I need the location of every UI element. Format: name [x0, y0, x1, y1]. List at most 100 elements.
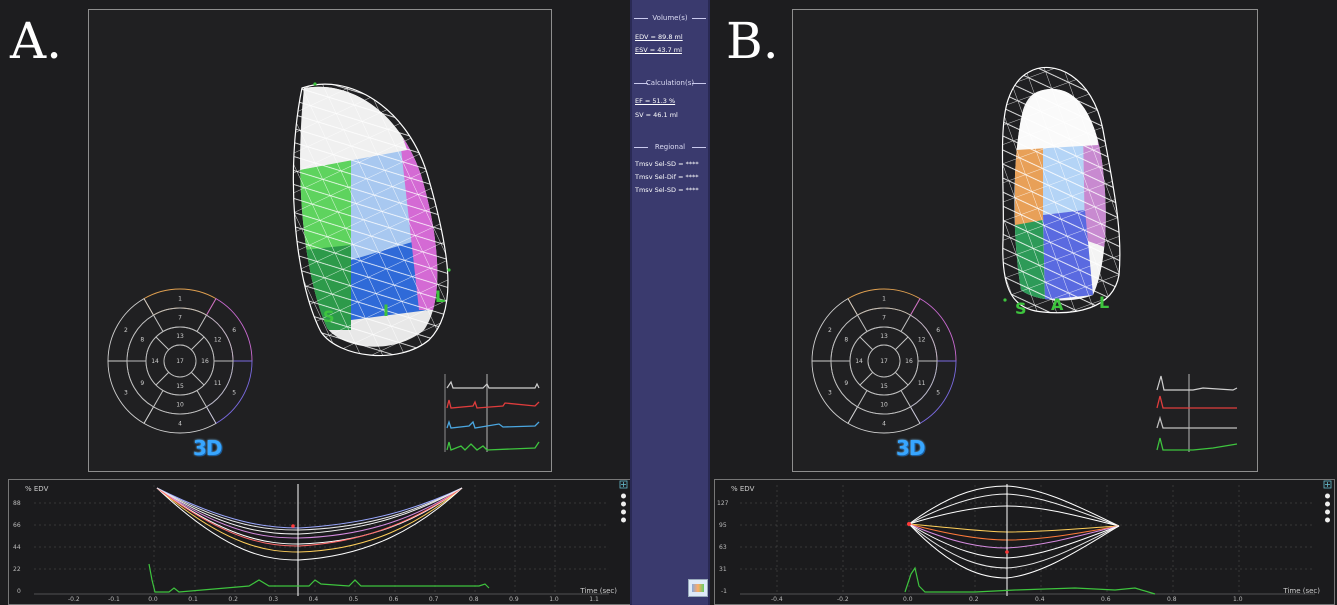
bullseye-outer-segment[interactable]	[909, 360, 957, 424]
graph-xtick: -0.4	[771, 596, 783, 603]
graph-a-xlabel: Time (sec)	[580, 587, 617, 595]
bullseye-apex-segment[interactable]	[867, 344, 901, 378]
graph-xtick: 0.5	[348, 596, 359, 603]
panel-b-volume-graph[interactable]: % EDV Time (sec) 127 95 63 31 -1	[714, 479, 1335, 605]
graph-b-ytick: 95	[719, 522, 727, 529]
bullseye-segment-label: 7	[178, 315, 182, 322]
panel-a-3d-badge: 3D	[193, 436, 223, 460]
graph-b-xlabel: Time (sec)	[1283, 587, 1320, 595]
graph-a-ytick: 44	[13, 544, 21, 551]
graph-xtick: 1.1	[589, 596, 599, 603]
lv-label-i: I	[383, 301, 389, 320]
panel-b-3d-badge: 3D	[896, 436, 926, 460]
bullseye-outer-segment[interactable]	[205, 360, 253, 424]
graph-xtick: 0.2	[969, 596, 979, 603]
bullseye-outer-segment[interactable]	[107, 360, 155, 424]
bullseye-segment-label: 16	[905, 358, 913, 365]
lv-label-l: L	[1099, 293, 1109, 312]
volumes-section-title: Volume(s)	[632, 14, 708, 22]
bullseye-outer-segment[interactable]	[205, 298, 253, 362]
regional-value-2: Tmsv Sel-Dif = ****	[635, 173, 699, 181]
regional-value-1: Tmsv Sel-SD = ****	[635, 160, 699, 168]
graph-b-ytick: 31	[719, 566, 727, 573]
lv-label-a: A	[1051, 295, 1064, 314]
measurement-info-panel: Volume(s) EDV = 89.8 ml ESV = 43.7 ml Ca…	[630, 0, 710, 605]
ef-value[interactable]: EF = 51.3 %	[635, 97, 676, 105]
bullseye-segment-label: 6	[232, 327, 236, 334]
esv-value[interactable]: ESV = 43.7 ml	[635, 46, 682, 54]
panel-b-mini-traces	[1156, 374, 1238, 452]
bullseye-segment-label: 7	[882, 315, 886, 322]
graph-xtick: 0.8	[469, 596, 479, 603]
bullseye-segment-label: 6	[936, 327, 940, 334]
bullseye-segment-label: 8	[140, 336, 144, 343]
bullseye-segment-label: 3	[124, 389, 128, 396]
bullseye-segment-label: 1	[178, 296, 182, 303]
graph-a-ytick: 88	[13, 500, 21, 507]
graph-b-plot	[740, 480, 1332, 596]
panel-b-letter: B.	[726, 12, 779, 70]
bullseye-apex-segment[interactable]	[163, 344, 197, 378]
graph-b-ytick: 63	[719, 544, 727, 551]
bullseye-segment-label: 11	[214, 380, 222, 387]
graph-b-ylabel: % EDV	[731, 485, 755, 493]
bullseye-segment-label: 11	[918, 380, 926, 387]
graph-xtick: 0.7	[428, 596, 439, 603]
bullseye-segment-label: 13	[880, 333, 888, 340]
bullseye-segment-label: 10	[176, 402, 184, 409]
graph-xtick: 1.0	[549, 596, 559, 603]
graph-a-ytick: 66	[13, 522, 21, 529]
bullseye-segment-label: 2	[828, 327, 832, 334]
panel-a-lv-model[interactable]: S I L	[89, 10, 551, 471]
snapshot-icon[interactable]	[688, 579, 708, 597]
lv-label-l: L	[435, 287, 445, 306]
bullseye-segment-label: 12	[214, 336, 222, 343]
graph-xtick: -0.2	[68, 596, 80, 603]
lv-label-s: S	[1015, 299, 1027, 318]
graph-xtick: 0.0	[903, 596, 913, 603]
bullseye-outer-segment[interactable]	[107, 298, 155, 362]
bullseye-segment-label: 16	[201, 358, 209, 365]
bullseye-segment-label: 2	[124, 327, 128, 334]
bullseye-segment-label: 9	[140, 380, 144, 387]
regional-value-3: Tmsv Sel-SD = ****	[635, 186, 699, 194]
panel-a-volume-graph[interactable]: % EDV Time (sec) 88 66 44 22 0	[8, 479, 630, 605]
regional-section-title: Regional	[632, 143, 708, 151]
graph-xtick: 0.4	[308, 596, 319, 603]
graph-a-ytick: 0	[17, 588, 21, 595]
graph-xtick: 0.1	[188, 596, 198, 603]
bullseye-outer-segment[interactable]	[811, 298, 859, 362]
sv-value: SV = 46.1 ml	[635, 111, 678, 119]
bullseye-segment-label: 12	[918, 336, 926, 343]
bullseye-outer-segment[interactable]	[909, 298, 957, 362]
bullseye-segment-label: 1	[882, 296, 886, 303]
bullseye-segment-label: 15	[880, 383, 888, 390]
graph-xtick: 0.6	[388, 596, 399, 603]
bullseye-segment-label: 3	[828, 389, 832, 396]
bullseye-segment-label: 8	[844, 336, 848, 343]
bullseye-segment-label: 14	[855, 358, 863, 365]
graph-xtick: 0.6	[1101, 596, 1111, 603]
panel-b-lv-model[interactable]: S A L	[793, 10, 1257, 471]
calculations-section-title: Calculation(s)	[632, 79, 708, 87]
graph-b-ytick: -1	[721, 588, 727, 595]
bullseye-segment-label: 4	[178, 421, 182, 428]
bullseye-segment-label: 4	[882, 421, 886, 428]
edv-value[interactable]: EDV = 89.8 ml	[635, 33, 683, 41]
bullseye-segment-label: 5	[936, 389, 940, 396]
panel-b-3d-viewport[interactable]: S A L 1 6 5 4 3 2 7 12 11 10 9 8 13 16 15 14 17 3D	[792, 9, 1258, 472]
bullseye-outer-segment[interactable]	[811, 360, 859, 424]
panel-a-3d-viewport[interactable]: S I L 1 6 5 4 3 2 7 12 11 10 9 8 13 16 15 14 17 3D	[88, 9, 552, 472]
graph-xtick: 0.2	[228, 596, 238, 603]
bullseye-segment-label: 15	[176, 383, 184, 390]
graph-xtick: 0.9	[509, 596, 519, 603]
graph-xtick: 0.8	[1167, 596, 1177, 603]
bullseye-segment-label: 14	[151, 358, 159, 365]
bullseye-segment-label: 10	[880, 402, 888, 409]
graph-xtick: -0.2	[837, 596, 849, 603]
graph-xtick: 0.3	[268, 596, 279, 603]
graph-xtick: 1.0	[1233, 596, 1243, 603]
lv-label-s: S	[323, 307, 335, 326]
